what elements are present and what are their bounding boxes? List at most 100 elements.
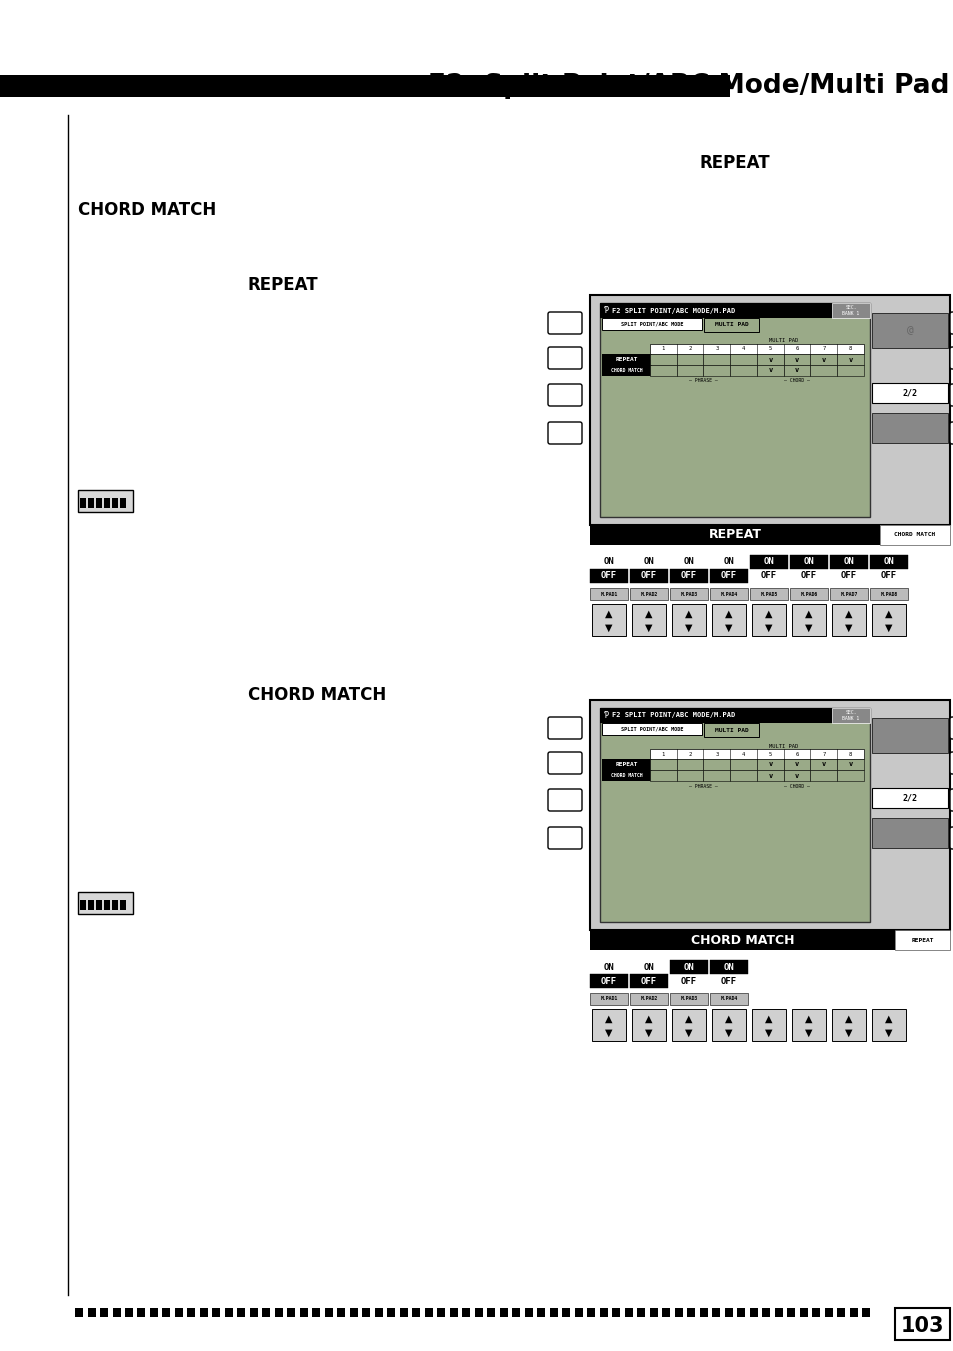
Text: ▼: ▼ [684,623,692,634]
Bar [587,1308,595,1317]
Text: ON: ON [723,962,734,971]
Text: ON: ON [882,558,893,566]
Text: ON: ON [802,558,814,566]
Text: 5: 5 [768,346,771,351]
Bar [829,555,867,569]
Bar [112,499,118,508]
Text: CHORD MATCH: CHORD MATCH [78,201,216,219]
Text: M.PAD3: M.PAD3 [679,592,697,597]
Bar [250,1308,257,1317]
Bar [589,929,894,950]
Text: 1: 1 [661,751,664,757]
Bar [174,1308,183,1317]
Bar [783,759,810,770]
Text: v: v [794,762,799,767]
Bar [709,993,747,1005]
Bar [592,604,625,636]
Bar [675,1308,682,1317]
Bar [631,1009,665,1042]
Bar [88,1308,95,1317]
Bar [737,1308,744,1317]
Bar [96,900,102,911]
Bar [702,354,729,365]
Bar [162,1308,171,1317]
Text: v: v [767,357,772,362]
Text: SPLIT POINT/ABC MODE: SPLIT POINT/ABC MODE [620,727,682,731]
FancyBboxPatch shape [547,717,581,739]
Text: ON: ON [762,558,774,566]
Bar [462,1308,470,1317]
Bar [624,1308,633,1317]
Bar [869,588,907,600]
Text: MULTI PAD: MULTI PAD [714,323,747,327]
Text: REPEAT: REPEAT [248,276,318,295]
Bar [862,1308,869,1317]
FancyBboxPatch shape [949,422,953,444]
Bar [671,1009,705,1042]
Bar [104,499,110,508]
Bar [589,295,949,526]
Text: ▲: ▲ [804,1015,812,1024]
Bar [879,526,949,544]
Text: OFF: OFF [680,571,697,581]
Text: 3: 3 [715,346,718,351]
Bar [894,929,949,950]
Bar [749,555,787,569]
Bar [450,1308,457,1317]
Bar [783,365,810,376]
Bar [112,900,118,911]
Bar [387,1308,395,1317]
Text: 5: 5 [768,751,771,757]
Text: ON: ON [643,558,654,566]
Text: SPLIT POINT/ABC MODE: SPLIT POINT/ABC MODE [620,322,682,327]
Text: REPEAT: REPEAT [615,762,638,767]
Text: ▲: ▲ [764,609,772,619]
Bar [709,961,747,974]
Bar [669,569,707,584]
Bar [100,1308,108,1317]
Bar [711,1009,745,1042]
Text: M.PAD1: M.PAD1 [599,997,617,1001]
Text: ▼: ▼ [884,1028,892,1038]
FancyBboxPatch shape [949,347,953,369]
Text: ▼: ▼ [764,623,772,634]
Text: v: v [821,762,825,767]
Text: OFF: OFF [880,571,896,581]
Bar [711,604,745,636]
Text: CHORD MATCH: CHORD MATCH [611,773,642,778]
Text: — PHRASE —: — PHRASE — [688,784,717,789]
Bar [200,1308,208,1317]
Bar [362,1308,370,1317]
Bar [702,759,729,770]
Text: — PHRASE —: — PHRASE — [688,378,717,384]
Bar [894,1308,949,1340]
Bar [837,770,863,781]
Bar [871,604,905,636]
Bar [761,1308,770,1317]
FancyBboxPatch shape [949,312,953,334]
Bar [649,345,863,354]
Text: ▼: ▼ [724,623,732,634]
Text: v: v [767,773,772,778]
Text: F2 SPLIT POINT/ABC MODE/M.PAD: F2 SPLIT POINT/ABC MODE/M.PAD [612,308,735,313]
Bar [676,770,702,781]
Bar [831,303,869,317]
Text: M.PAD4: M.PAD4 [720,592,737,597]
Bar [599,708,869,921]
Bar [871,788,947,808]
FancyBboxPatch shape [949,789,953,811]
Text: ▼: ▼ [644,623,652,634]
Bar [676,354,702,365]
Bar [783,354,810,365]
Bar [649,748,863,759]
Text: REPEAT: REPEAT [700,154,770,172]
Bar [225,1308,233,1317]
Bar [703,723,759,738]
Bar [791,604,825,636]
Bar [599,303,869,317]
Bar [612,1308,619,1317]
Bar [601,317,701,330]
Text: v: v [794,367,799,373]
Text: REPEAT: REPEAT [708,528,760,542]
Text: M.PAD5: M.PAD5 [760,592,777,597]
